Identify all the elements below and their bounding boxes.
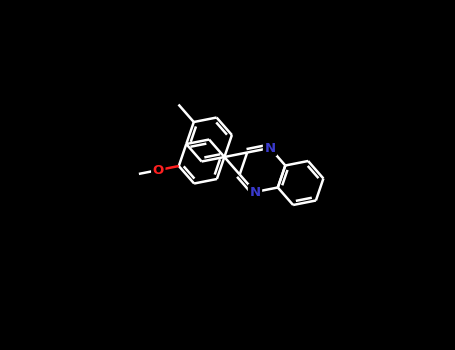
Text: N: N [249,186,261,198]
Text: O: O [152,163,164,176]
Text: N: N [264,141,276,154]
